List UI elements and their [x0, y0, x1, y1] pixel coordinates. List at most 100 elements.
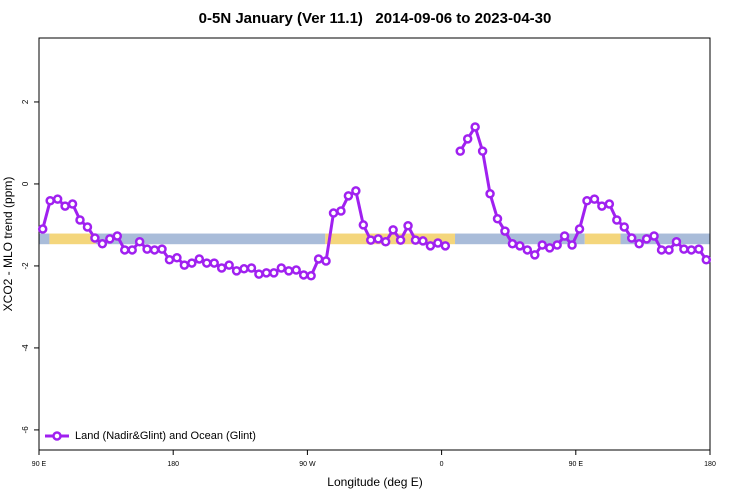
data-point: [105, 234, 115, 244]
surface-band: [325, 233, 456, 245]
legend-label: Land (Nadir&Glint) and Ocean (Glint): [75, 430, 256, 442]
data-point: [134, 236, 145, 247]
data-point: [671, 236, 682, 247]
data-point: [530, 250, 540, 260]
data-point: [231, 266, 242, 276]
data-point: [597, 201, 607, 211]
data-point: [82, 222, 93, 232]
data-point: [559, 231, 570, 241]
data-point: [239, 264, 249, 274]
data-point: [492, 214, 503, 224]
data-point: [306, 271, 316, 281]
data-point: [537, 240, 547, 250]
data-point: [254, 269, 264, 279]
x-tick-label: 180: [704, 461, 716, 468]
data-point: [298, 270, 309, 280]
data-point: [284, 266, 294, 276]
data-point: [418, 236, 428, 246]
chart-title: 0-5N January (Ver 11.1) 2014-09-06 to 20…: [199, 10, 552, 27]
y-tick-label: -4: [21, 344, 30, 352]
data-point: [313, 254, 324, 264]
x-tick-label: 90 E: [569, 461, 584, 468]
data-point: [194, 254, 205, 264]
data-point: [679, 244, 689, 254]
data-point: [112, 231, 123, 241]
data-point: [187, 258, 197, 268]
data-point: [612, 215, 622, 225]
data-point: [522, 245, 533, 255]
surface-band: [455, 233, 585, 245]
data-point: [358, 220, 369, 230]
data-point: [246, 263, 257, 273]
data-point: [261, 268, 272, 278]
data-point: [552, 240, 562, 250]
data-point: [500, 226, 510, 236]
data-point: [567, 240, 577, 250]
data-point: [507, 239, 518, 249]
data-point: [142, 244, 152, 254]
surface-band: [95, 233, 326, 245]
data-point: [97, 239, 108, 249]
data-point: [410, 235, 421, 245]
data-point: [485, 189, 495, 199]
surface-band: [49, 233, 96, 245]
data-point: [686, 245, 697, 255]
surface-band: [39, 233, 50, 245]
data-point: [351, 186, 361, 196]
data-point: [321, 256, 331, 266]
data-point: [694, 244, 704, 254]
data-point: [67, 199, 78, 209]
data-point: [574, 224, 585, 234]
data-point: [433, 238, 443, 248]
data-point: [477, 146, 488, 156]
data-point: [388, 225, 398, 235]
data-point: [380, 236, 391, 247]
data-point: [224, 260, 234, 270]
data-point: [544, 243, 555, 253]
data-point: [75, 215, 85, 225]
x-tick-label: 90 E: [32, 461, 47, 468]
data-point: [664, 245, 674, 255]
data-point: [60, 201, 70, 211]
x-axis-label: Longitude (deg E): [327, 475, 422, 489]
data-point: [149, 245, 160, 255]
data-point: [656, 245, 667, 255]
data-point: [52, 194, 63, 204]
data-point: [202, 258, 212, 268]
data-point: [373, 234, 383, 244]
legend-marker: [52, 431, 62, 441]
data-point: [37, 224, 48, 234]
data-point: [157, 244, 167, 254]
data-point: [589, 194, 600, 204]
y-tick-label: -6: [21, 426, 30, 434]
surface-band: [584, 233, 621, 245]
data-point: [291, 265, 301, 275]
data-point: [455, 146, 465, 156]
data-point: [45, 196, 55, 206]
data-point: [127, 245, 137, 255]
data-point: [403, 221, 413, 231]
data-point: [649, 231, 659, 241]
plot-frame: [38, 37, 711, 451]
y-tick-label: 0: [21, 181, 30, 186]
x-tick-label: 180: [167, 461, 179, 468]
surface-band: [620, 233, 710, 245]
data-point: [336, 206, 346, 216]
data-point: [634, 239, 644, 249]
data-point: [604, 199, 615, 209]
y-tick-label: 2: [21, 99, 30, 104]
data-point: [269, 268, 279, 278]
data-point: [395, 235, 406, 245]
data-point: [179, 260, 190, 270]
data-point: [462, 134, 473, 144]
data-point: [582, 196, 592, 206]
data-point: [701, 255, 712, 265]
data-point: [515, 241, 525, 251]
data-point: [366, 235, 376, 245]
data-point: [119, 245, 130, 255]
x-tick-label: 0: [440, 461, 444, 468]
data-point: [216, 263, 227, 273]
data-point: [209, 258, 219, 268]
data-point: [425, 241, 436, 251]
